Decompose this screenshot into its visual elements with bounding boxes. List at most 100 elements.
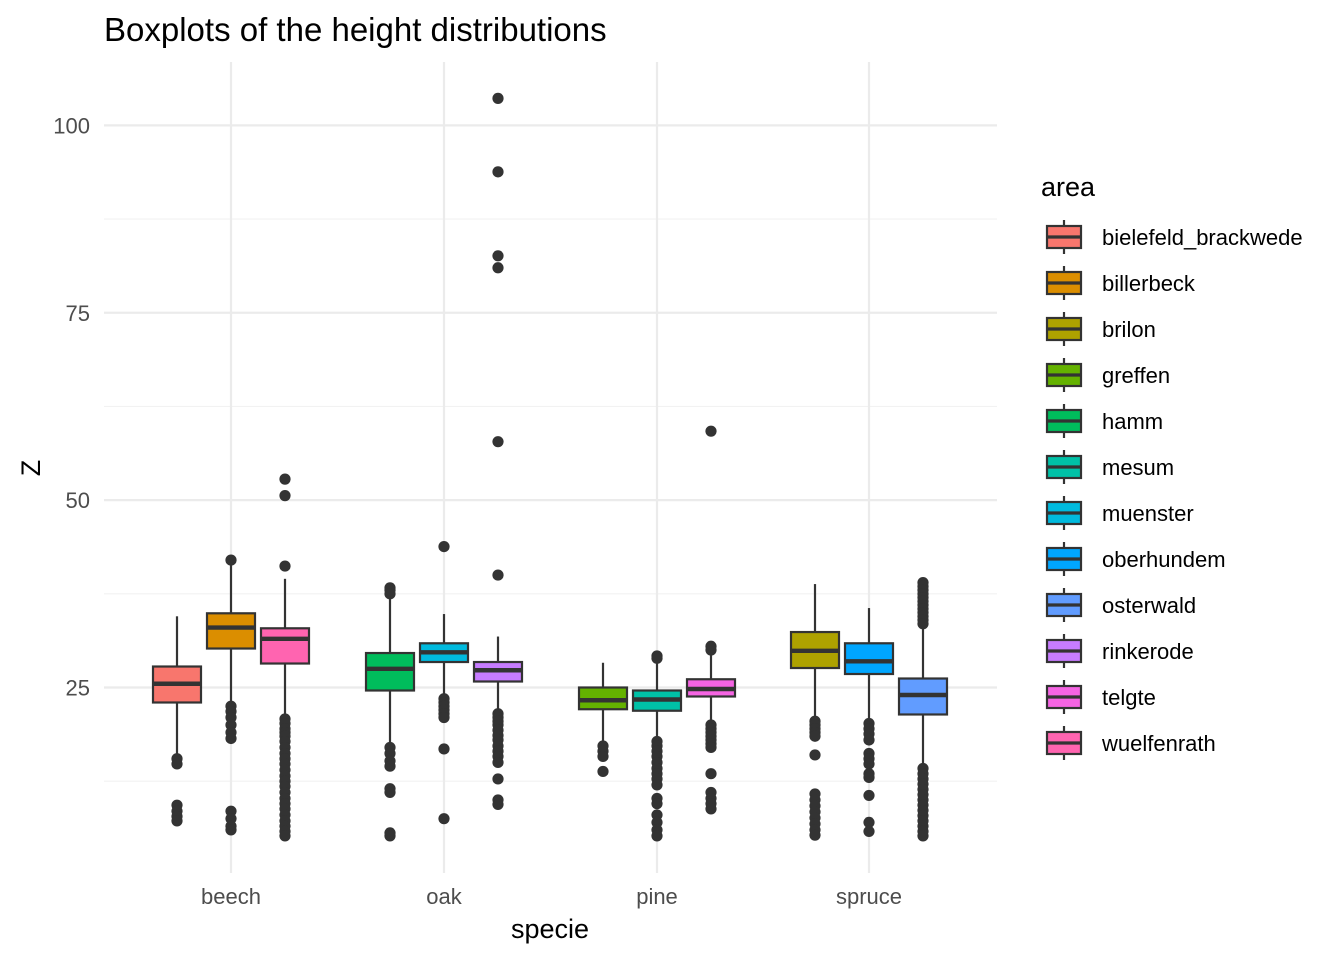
legend-label: bielefeld_brackwede <box>1102 225 1303 250</box>
outlier-point <box>705 741 717 754</box>
outlier-point <box>863 771 875 784</box>
outlier-point <box>809 829 821 841</box>
y-tick-label: 50 <box>66 488 90 513</box>
box-beech-bielefeld_brackwede <box>151 616 203 827</box>
legend-item-telgte: telgte <box>1045 680 1156 714</box>
outlier-point <box>225 824 237 836</box>
legend-item-brilon: brilon <box>1045 312 1156 346</box>
outlier-point <box>705 644 717 656</box>
y-tick-label: 100 <box>53 113 90 138</box>
legend: bielefeld_brackwede billerbeck brilon greff… <box>1045 220 1303 760</box>
legend-label: billerbeck <box>1102 271 1196 296</box>
outlier-point <box>651 830 663 842</box>
box-iqr <box>843 642 895 676</box>
legend-item-muenster: muenster <box>1045 496 1194 530</box>
outlier-point <box>384 760 396 772</box>
outlier-point <box>863 816 875 829</box>
outlier-point <box>438 813 450 825</box>
outlier-point <box>384 588 396 600</box>
box-beech-billerbeck <box>205 554 257 836</box>
outlier-point <box>597 765 609 778</box>
outlier-point <box>863 734 875 746</box>
legend-label: wuelfenrath <box>1101 731 1216 756</box>
box-pine-telgte <box>685 425 737 815</box>
legend-item-mesum: mesum <box>1045 450 1174 484</box>
outlier-point <box>279 490 291 502</box>
legend-title: area <box>1041 172 1096 202</box>
legend-label: hamm <box>1102 409 1163 434</box>
legend-label: brilon <box>1102 317 1156 342</box>
box-iqr <box>259 627 311 665</box>
plot-grid <box>104 62 997 873</box>
legend-item-wuelfenrath: wuelfenrath <box>1045 726 1216 760</box>
outlier-point <box>651 798 663 810</box>
legend-item-hamm: hamm <box>1045 404 1163 438</box>
legend-label: osterwald <box>1102 593 1196 618</box>
outlier-point <box>438 743 450 755</box>
legend-item-osterwald: osterwald <box>1045 588 1196 622</box>
outlier-point <box>171 758 183 770</box>
box-oak-muenster <box>418 540 470 825</box>
outlier-point <box>492 262 504 274</box>
box-spruce-oberhundem <box>843 608 895 838</box>
outlier-point <box>705 803 717 815</box>
box-oak-rinkerode <box>472 92 524 811</box>
outlier-point <box>225 554 237 566</box>
legend-label: oberhundem <box>1102 547 1226 572</box>
outlier-point <box>225 732 237 745</box>
x-tick-label-spruce: spruce <box>836 884 902 909</box>
axis-ticks: 25 50 75 100 beech oak pine spruce <box>53 113 902 909</box>
outlier-point <box>279 473 291 485</box>
outlier-point <box>651 779 663 791</box>
legend-item-bielefeld_brackwede: bielefeld_brackwede <box>1045 220 1303 254</box>
box-spruce-osterwald <box>897 576 949 842</box>
legend-item-greffen: greffen <box>1045 358 1170 392</box>
outlier-point <box>384 830 396 842</box>
outlier-point <box>438 540 450 553</box>
outlier-point <box>384 786 396 799</box>
x-tick-label-beech: beech <box>201 884 261 909</box>
outlier-point <box>492 436 504 448</box>
x-axis-title: specie <box>511 914 589 944</box>
outlier-point <box>597 750 609 763</box>
chart-title: Boxplots of the height distributions <box>104 11 607 48</box>
outlier-point <box>917 830 929 842</box>
outlier-point <box>279 560 291 572</box>
outlier-point <box>492 798 504 811</box>
box-oak-hamm <box>364 582 416 842</box>
outlier-point <box>705 768 717 780</box>
legend-label: muenster <box>1102 501 1194 526</box>
legend-item-rinkerode: rinkerode <box>1045 634 1194 668</box>
outlier-point <box>809 730 821 742</box>
x-tick-label-pine: pine <box>636 884 678 909</box>
outlier-point <box>492 166 504 178</box>
box-groups <box>151 92 949 842</box>
outlier-point <box>863 758 875 770</box>
box-pine-mesum <box>631 650 683 842</box>
legend-item-billerbeck: billerbeck <box>1045 266 1196 300</box>
outlier-point <box>492 92 504 104</box>
outlier-point <box>438 711 450 724</box>
outlier-point <box>492 569 504 581</box>
legend-label: mesum <box>1102 455 1174 480</box>
outlier-point <box>705 425 717 437</box>
outlier-point <box>279 830 291 842</box>
outlier-point <box>809 749 821 761</box>
x-tick-label-oak: oak <box>426 884 462 909</box>
y-axis-title: Z <box>16 460 46 477</box>
outlier-point <box>863 825 875 838</box>
legend-label: telgte <box>1102 685 1156 710</box>
outlier-point <box>863 789 875 802</box>
outlier-point <box>651 652 663 664</box>
legend-item-oberhundem: oberhundem <box>1045 542 1226 576</box>
outlier-point <box>492 250 504 262</box>
outlier-point <box>492 773 504 785</box>
y-tick-label: 25 <box>66 676 90 701</box>
y-tick-label: 75 <box>66 301 90 326</box>
box-pine-greffen <box>577 662 629 778</box>
outlier-point <box>171 815 183 827</box>
box-beech-wuelfenrath <box>259 473 311 842</box>
outlier-point <box>917 618 929 630</box>
box-spruce-brilon <box>789 584 841 841</box>
